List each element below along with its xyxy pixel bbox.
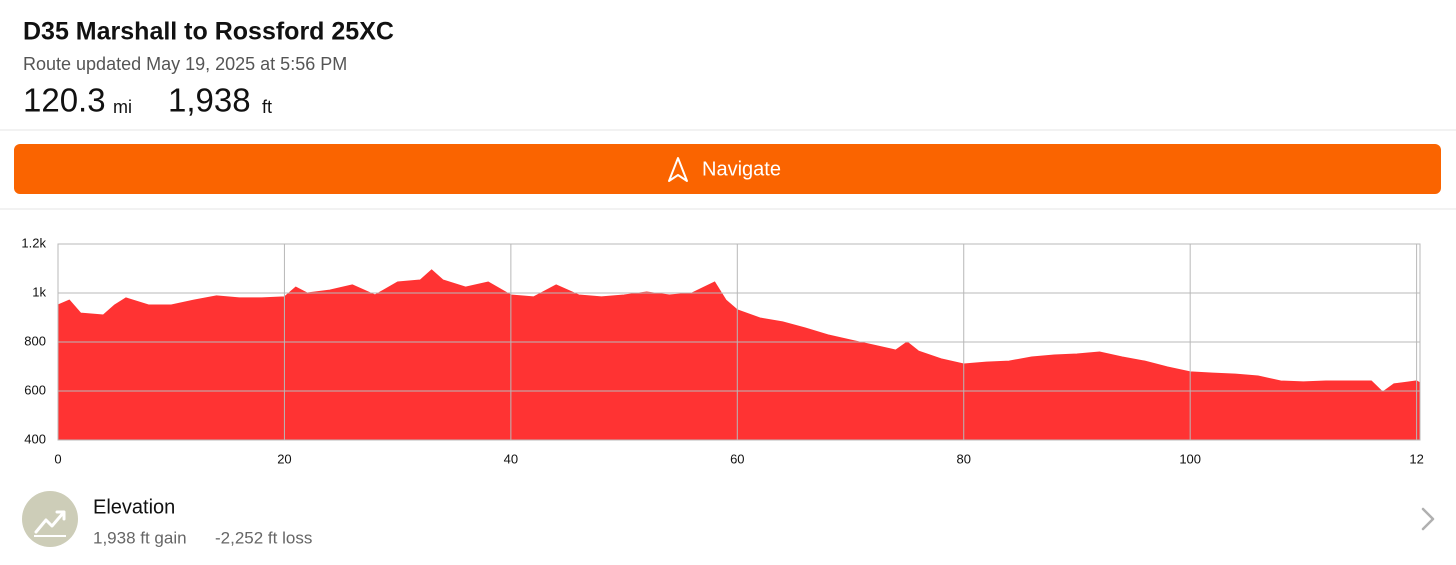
y-tick-label: 400 — [24, 431, 46, 446]
elevation-loss[interactable]: -2,252 ft loss — [215, 528, 312, 547]
elevation-value: 1,938 — [168, 82, 251, 119]
chevron[interactable] — [1421, 507, 1435, 531]
y-tick-label: 1.2k — [21, 235, 46, 250]
plot-frame — [57, 243, 1421, 441]
x-tick-label: 100 — [1179, 451, 1201, 466]
x-tick-label: 12 — [1409, 451, 1423, 466]
route-title: D35 Marshall to Rossford 25XC — [23, 18, 394, 46]
x-tick-label: 80 — [957, 451, 971, 466]
elevation-row[interactable]: Elevation 1,938 ft gain -2,252 ft loss — [22, 491, 1435, 547]
y-tick-label: 1k — [32, 284, 46, 299]
route-subtitle: Route updated May 19, 2025 at 5:56 PM — [23, 54, 347, 74]
elevation-title[interactable]: Elevation — [93, 496, 175, 518]
y-tick-label: 600 — [24, 382, 46, 397]
button-background[interactable] — [14, 144, 1441, 194]
distance-value: 120.3 — [23, 82, 106, 119]
x-tick-label: 60 — [730, 451, 744, 466]
distance-unit: mi — [113, 97, 132, 117]
x-tick-label: 20 — [277, 451, 291, 466]
x-tick-label: 40 — [504, 451, 518, 466]
elevation-chart: 400 600 800 1k 1.2k 0 20 40 60 80 100 12 — [21, 235, 1423, 466]
elevation-area — [57, 269, 1421, 441]
navigate-button[interactable]: Navigate — [14, 144, 1441, 194]
x-tick-label: 0 — [54, 451, 61, 466]
elevation-unit: ft — [262, 97, 272, 117]
elevation-icon-glyph[interactable] — [34, 510, 66, 534]
button-label[interactable]: Navigate — [702, 158, 781, 180]
navigate-icon[interactable] — [668, 157, 688, 182]
elevation-gain[interactable]: 1,938 ft gain — [93, 528, 187, 547]
y-tick-label: 800 — [24, 333, 46, 348]
elevation-icon[interactable] — [22, 491, 78, 547]
